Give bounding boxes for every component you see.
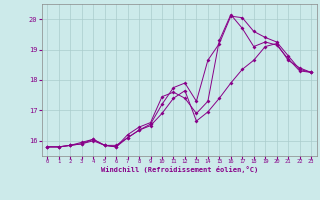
X-axis label: Windchill (Refroidissement éolien,°C): Windchill (Refroidissement éolien,°C) (100, 166, 258, 173)
